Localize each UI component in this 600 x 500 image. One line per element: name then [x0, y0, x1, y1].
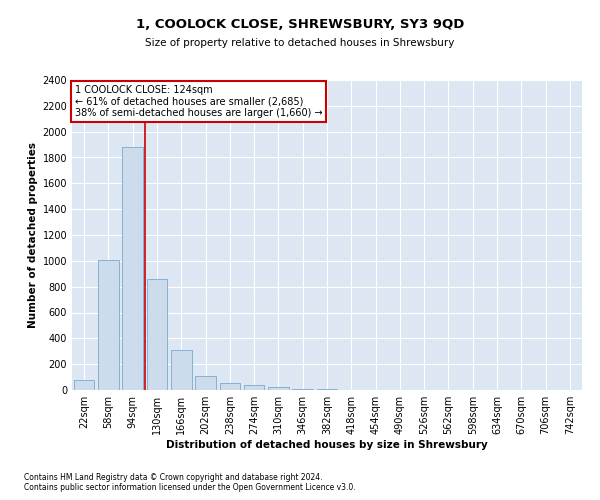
Bar: [220, 383, 240, 390]
Bar: [195, 376, 216, 390]
Bar: [122, 147, 143, 390]
Bar: [98, 260, 119, 390]
Bar: [171, 350, 191, 390]
Bar: [74, 380, 94, 390]
Bar: [244, 385, 265, 390]
Text: 1 COOLOCK CLOSE: 124sqm
← 61% of detached houses are smaller (2,685)
38% of semi: 1 COOLOCK CLOSE: 124sqm ← 61% of detache…: [74, 84, 322, 118]
Bar: [292, 388, 313, 390]
Bar: [268, 387, 289, 390]
Text: Size of property relative to detached houses in Shrewsbury: Size of property relative to detached ho…: [145, 38, 455, 48]
Text: Contains public sector information licensed under the Open Government Licence v3: Contains public sector information licen…: [24, 484, 356, 492]
Text: 1, COOLOCK CLOSE, SHREWSBURY, SY3 9QD: 1, COOLOCK CLOSE, SHREWSBURY, SY3 9QD: [136, 18, 464, 30]
Bar: [146, 279, 167, 390]
X-axis label: Distribution of detached houses by size in Shrewsbury: Distribution of detached houses by size …: [166, 440, 488, 450]
Text: Contains HM Land Registry data © Crown copyright and database right 2024.: Contains HM Land Registry data © Crown c…: [24, 474, 323, 482]
Y-axis label: Number of detached properties: Number of detached properties: [28, 142, 38, 328]
